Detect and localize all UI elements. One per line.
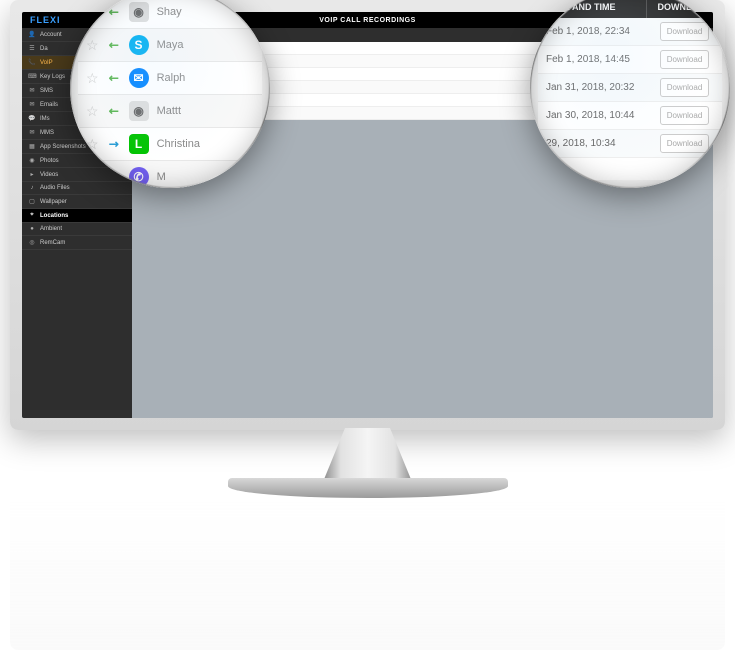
sidebar-item-label: SMS	[40, 88, 53, 94]
contact-name: Christina	[157, 138, 254, 150]
monitor-reflection	[10, 500, 725, 650]
sidebar-item-wallpaper[interactable]: ▢ Wallpaper	[22, 195, 132, 209]
download-table-zoom: DATE AND TIME DOWNLOAD Feb 1, 2018, 22:3…	[538, 0, 722, 158]
sidebar-item-label: MMS	[40, 130, 54, 136]
star-icon[interactable]: ☆	[86, 37, 99, 54]
download-table-header: DATE AND TIME DOWNLOAD	[538, 0, 722, 18]
sidebar-icon: ✉	[28, 101, 36, 108]
contact-name: Maya	[157, 39, 254, 51]
sidebar-icon: 💬	[28, 115, 36, 122]
contact-row[interactable]: ☆ ↙✆ M	[78, 161, 262, 188]
sidebar-icon: ⌖	[28, 212, 36, 219]
sidebar-item-label: Ambient	[40, 226, 62, 232]
sidebar-item-label: VoIP	[40, 60, 53, 66]
contact-row[interactable]: ☆ ↗L Christina	[78, 128, 262, 161]
call-direction-icon: ↙	[104, 35, 124, 55]
messenger-icon: ✉	[129, 68, 149, 88]
sidebar-item-label: Emails	[40, 102, 58, 108]
line-icon: L	[129, 134, 149, 154]
sidebar-item-label: Photos	[40, 158, 59, 164]
brand-logo: FLEXI	[30, 15, 61, 25]
sidebar-icon: ●	[28, 226, 36, 232]
column-header-download[interactable]: DOWNLOAD	[647, 0, 722, 18]
cell-date: Feb 1, 2018, 14:45	[538, 46, 647, 73]
star-icon[interactable]: ☆	[86, 169, 99, 186]
contact-name: Mattt	[157, 105, 254, 117]
cell-date: 29, 2018, 10:34	[538, 130, 647, 157]
sidebar-icon: ♪	[28, 185, 36, 191]
sidebar-icon: ◎	[28, 239, 36, 246]
sidebar-item-label: Audio Files	[40, 185, 70, 191]
sidebar-icon: ✉	[28, 87, 36, 94]
call-direction-icon: ↙	[104, 167, 124, 187]
page-title: VOIP CALL RECORDINGS	[319, 17, 415, 24]
sidebar-item-label: IMs	[40, 116, 50, 122]
magnifier-contacts: ☆↙◉Shay☆↙SMaya☆↙✉Ralph☆↙◉Mattt☆↗LChristi…	[70, 0, 270, 188]
download-row: Jan 31, 2018, 20:32 Download	[538, 74, 722, 102]
sidebar-icon: 👤	[28, 31, 36, 38]
contact-row[interactable]: ☆ ↙S Maya	[78, 29, 262, 62]
call-direction-icon: ↗	[104, 134, 124, 154]
sidebar-item-label: Wallpaper	[40, 199, 67, 205]
contact-row[interactable]: ☆ ↙✉ Ralph	[78, 62, 262, 95]
download-button[interactable]: Download	[660, 78, 710, 97]
sidebar-item-locations[interactable]: ⌖ Locations	[22, 209, 132, 223]
star-icon[interactable]: ☆	[86, 136, 99, 153]
viber-icon: ✆	[129, 167, 149, 187]
skype-icon: S	[129, 35, 149, 55]
sidebar-item-label: Da	[40, 46, 48, 52]
star-icon[interactable]: ☆	[86, 103, 99, 120]
sidebar-icon: ▢	[28, 198, 36, 205]
call-direction-icon: ↙	[104, 101, 124, 121]
sidebar-icon: ☰	[28, 45, 36, 52]
sidebar-item-label: Videos	[40, 172, 58, 178]
sidebar-icon: ▦	[28, 143, 36, 150]
video-icon: ◉	[129, 2, 149, 22]
contact-name: M	[157, 171, 254, 183]
sidebar-item-label: Key Logs	[40, 74, 65, 80]
download-row: Feb 1, 2018, 22:34 Download	[538, 18, 722, 46]
download-row: 29, 2018, 10:34 Download	[538, 130, 722, 158]
video-icon: ◉	[129, 101, 149, 121]
download-button[interactable]: Download	[660, 22, 710, 41]
contact-name: Ralph	[157, 72, 254, 84]
download-button[interactable]: Download	[660, 134, 710, 153]
sidebar-item-label: Account	[40, 32, 62, 38]
cell-date: Jan 31, 2018, 20:32	[538, 74, 647, 101]
sidebar-item-ambient[interactable]: ● Ambient	[22, 223, 132, 236]
sidebar-icon: ✉	[28, 129, 36, 136]
sidebar-icon: ◉	[28, 157, 36, 164]
download-button[interactable]: Download	[660, 106, 710, 125]
column-header-date[interactable]: DATE AND TIME	[538, 0, 647, 18]
download-button[interactable]: Download	[660, 50, 710, 69]
contact-row[interactable]: ☆ ↙◉ Mattt	[78, 95, 262, 128]
sidebar-icon: 📞	[28, 59, 36, 66]
call-direction-icon: ↙	[104, 2, 124, 22]
contact-name: Shay	[157, 6, 254, 18]
magnifier-downloads: DATE AND TIME DOWNLOAD Feb 1, 2018, 22:3…	[530, 0, 730, 188]
sidebar-icon: ⌨	[28, 73, 36, 80]
sidebar-item-remcam[interactable]: ◎ RemCam	[22, 236, 132, 250]
star-icon[interactable]: ☆	[86, 70, 99, 87]
contact-row[interactable]: ☆ ↙◉ Shay	[78, 0, 262, 29]
download-row: Jan 30, 2018, 10:44 Download	[538, 102, 722, 130]
download-row: Feb 1, 2018, 14:45 Download	[538, 46, 722, 74]
cell-date: Feb 1, 2018, 22:34	[538, 18, 647, 45]
sidebar-item-label: Locations	[40, 213, 68, 219]
monitor-stand-neck	[323, 428, 413, 483]
sidebar-icon: ▸	[28, 171, 36, 178]
call-direction-icon: ↙	[104, 68, 124, 88]
monitor-stand-base	[228, 478, 508, 498]
cell-date: Jan 30, 2018, 10:44	[538, 102, 647, 129]
sidebar-item-label: RemCam	[40, 240, 65, 246]
star-icon[interactable]: ☆	[86, 4, 99, 21]
contacts-list-zoom: ☆↙◉Shay☆↙SMaya☆↙✉Ralph☆↙◉Mattt☆↗LChristi…	[78, 0, 262, 188]
